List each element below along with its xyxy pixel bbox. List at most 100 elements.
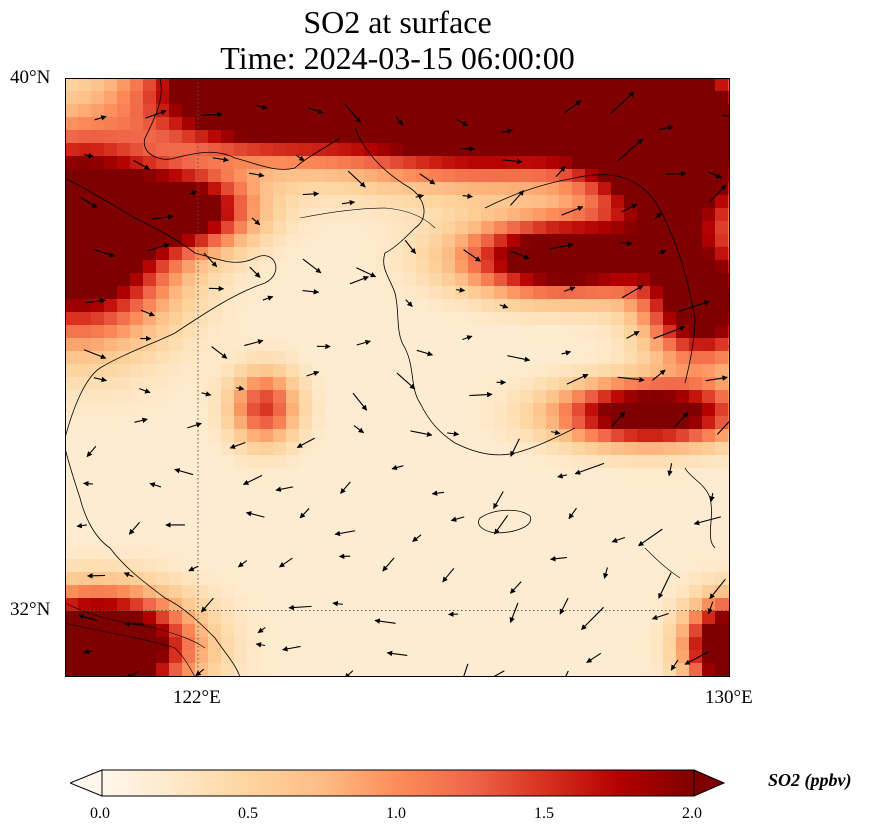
so2-cell [78, 78, 92, 92]
so2-cell [585, 221, 599, 235]
so2-cell [169, 91, 183, 105]
so2-cell [221, 468, 235, 482]
so2-cell [442, 403, 456, 417]
so2-cell [221, 481, 235, 495]
so2-cell [143, 481, 157, 495]
so2-cell [78, 156, 92, 170]
so2-cell [481, 299, 495, 313]
wind-arrow [721, 114, 730, 118]
so2-cell [338, 195, 352, 209]
so2-cell [533, 117, 547, 131]
so2-cell [637, 546, 651, 560]
so2-cell [585, 273, 599, 287]
so2-cell [182, 351, 196, 365]
so2-cell [559, 78, 573, 92]
so2-cell [611, 377, 625, 391]
so2-cell [130, 104, 144, 118]
so2-cell [650, 494, 664, 508]
so2-cell [572, 546, 586, 560]
so2-cell [78, 338, 92, 352]
wind-arrow [83, 648, 93, 655]
so2-cell [208, 520, 222, 534]
so2-cell [481, 156, 495, 170]
so2-cell [429, 650, 443, 664]
so2-cell [234, 585, 248, 599]
so2-cell [650, 195, 664, 209]
so2-cell [572, 364, 586, 378]
so2-cell [429, 208, 443, 222]
gridlines [65, 78, 730, 677]
so2-cell [650, 234, 664, 248]
so2-cell [390, 559, 404, 573]
so2-cell [442, 78, 456, 92]
so2-cell [403, 182, 417, 196]
so2-cell [78, 195, 92, 209]
so2-cell [143, 169, 157, 183]
so2-cell [260, 429, 274, 443]
so2-cell [663, 481, 677, 495]
so2-cell [507, 221, 521, 235]
so2-cell [130, 312, 144, 326]
so2-cell [442, 416, 456, 430]
so2-cell [91, 312, 105, 326]
so2-cell [624, 624, 638, 638]
so2-cell [312, 585, 326, 599]
so2-cell [286, 78, 300, 92]
so2-cell [559, 533, 573, 547]
so2-cell [585, 533, 599, 547]
lat-label-32n: 32°N [10, 599, 51, 621]
so2-cell [689, 351, 703, 365]
so2-cell [624, 572, 638, 586]
so2-cell [559, 286, 573, 300]
so2-cell [364, 429, 378, 443]
so2-cell [572, 260, 586, 274]
so2-cell [377, 260, 391, 274]
so2-cell [689, 442, 703, 456]
so2-cell [195, 286, 209, 300]
so2-cell [143, 559, 157, 573]
so2-cell [169, 260, 183, 274]
so2-cell [546, 117, 560, 131]
so2-cell [520, 156, 534, 170]
so2-cell [169, 572, 183, 586]
so2-cell [598, 273, 612, 287]
so2-cell [546, 429, 560, 443]
so2-cell [676, 585, 690, 599]
so2-cell [364, 91, 378, 105]
so2-cell [572, 637, 586, 651]
so2-cell [663, 455, 677, 469]
so2-cell [715, 455, 729, 469]
so2-cell [221, 637, 235, 651]
so2-cell [377, 247, 391, 261]
so2-cell [273, 403, 287, 417]
so2-cell [364, 286, 378, 300]
so2-cell [234, 221, 248, 235]
so2-cell [325, 598, 339, 612]
so2-cell [195, 78, 209, 92]
so2-cell [299, 559, 313, 573]
so2-cell [234, 520, 248, 534]
so2-cell [650, 416, 664, 430]
so2-cell [676, 390, 690, 404]
so2-cell [585, 364, 599, 378]
so2-cell [234, 572, 248, 586]
wind-arrow [262, 295, 274, 301]
so2-cell [208, 533, 222, 547]
so2-cell [312, 637, 326, 651]
so2-cell [182, 130, 196, 144]
so2-cell [260, 143, 274, 157]
so2-cell [403, 520, 417, 534]
so2-cell [533, 78, 547, 92]
so2-cell [338, 286, 352, 300]
so2-cell [143, 273, 157, 287]
so2-cell [156, 234, 170, 248]
so2-cell [104, 273, 118, 287]
so2-cell [611, 364, 625, 378]
so2-cell [143, 78, 157, 92]
so2-cell [338, 273, 352, 287]
so2-cell [416, 546, 430, 560]
so2-cell [182, 377, 196, 391]
wind-arrow [151, 214, 174, 220]
so2-cell [260, 234, 274, 248]
so2-cell [247, 624, 261, 638]
